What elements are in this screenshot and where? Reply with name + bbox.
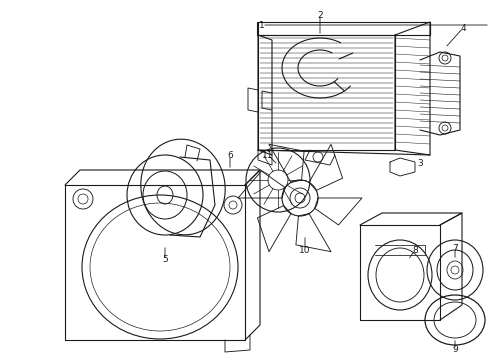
Text: 10: 10	[299, 246, 311, 255]
Text: 5: 5	[162, 256, 168, 265]
Text: 8: 8	[412, 246, 418, 255]
Text: 3: 3	[417, 158, 423, 167]
Text: 4: 4	[460, 23, 466, 32]
Text: 11: 11	[262, 150, 274, 159]
Text: 1: 1	[259, 21, 265, 30]
Text: 6: 6	[227, 150, 233, 159]
Text: 2: 2	[317, 10, 323, 19]
Text: 7: 7	[452, 243, 458, 252]
Text: 9: 9	[452, 346, 458, 355]
